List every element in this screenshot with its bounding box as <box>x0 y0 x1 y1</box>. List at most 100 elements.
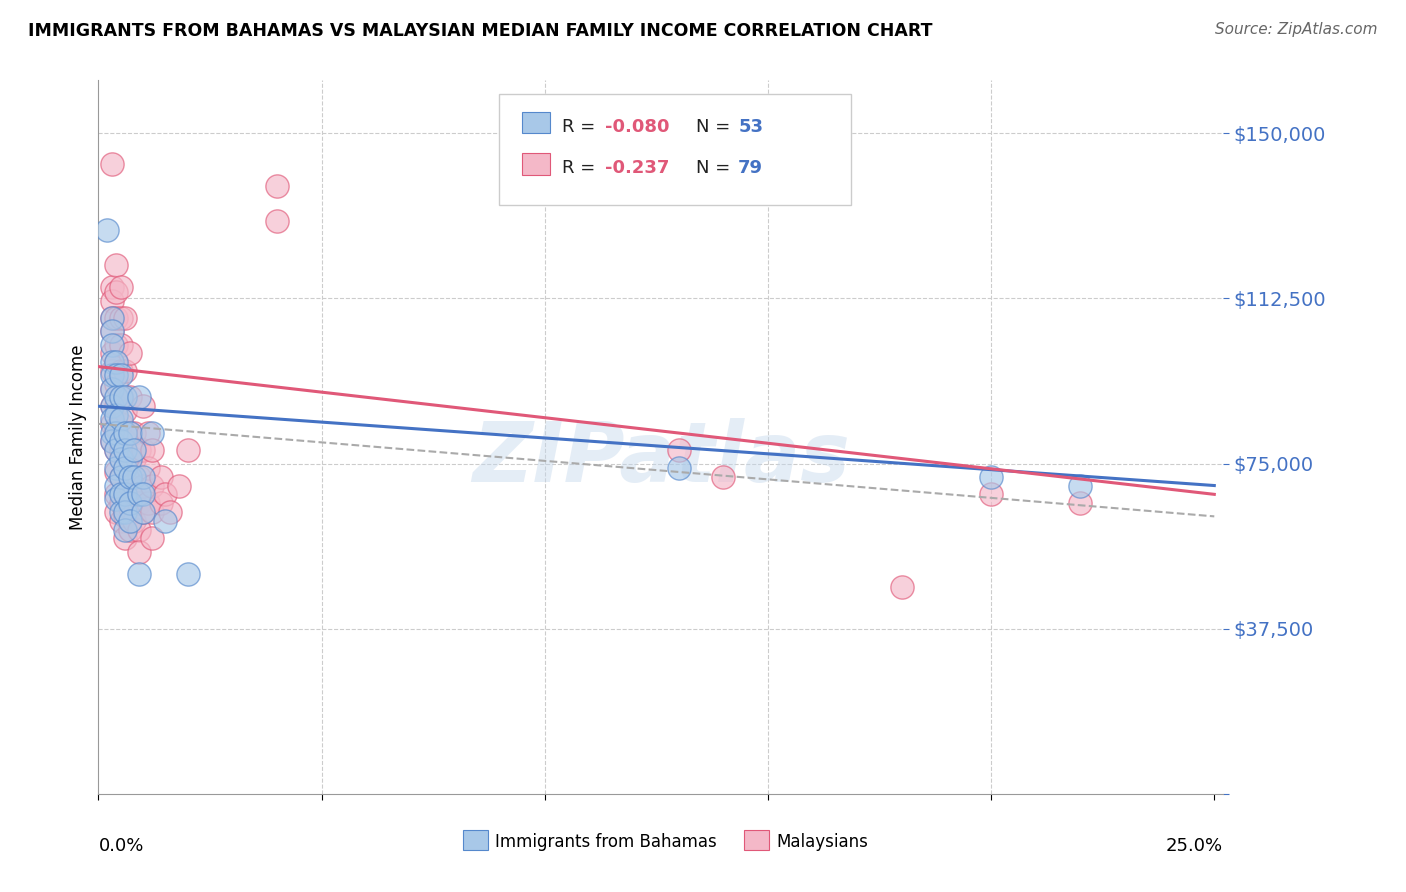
Point <box>101 324 124 338</box>
Point <box>132 478 155 492</box>
Point <box>132 469 155 483</box>
Point <box>101 434 124 449</box>
Point <box>110 469 132 483</box>
Text: R =: R = <box>562 118 602 136</box>
Point <box>159 505 181 519</box>
Point <box>711 469 734 483</box>
Text: -0.237: -0.237 <box>605 159 669 177</box>
Point <box>101 382 124 396</box>
Point <box>105 478 128 492</box>
Point <box>101 293 124 308</box>
Point <box>114 391 136 405</box>
Point <box>105 355 128 369</box>
Point <box>101 399 124 413</box>
Point <box>110 505 132 519</box>
Text: Source: ZipAtlas.com: Source: ZipAtlas.com <box>1215 22 1378 37</box>
Point <box>110 412 132 426</box>
Point <box>110 311 132 326</box>
Point <box>110 337 132 351</box>
Point <box>266 179 288 194</box>
Point <box>101 346 124 360</box>
Point <box>105 466 128 480</box>
Text: Malaysians: Malaysians <box>776 833 868 851</box>
Point <box>167 478 190 492</box>
Point <box>110 417 132 431</box>
Point <box>110 280 132 294</box>
Point <box>105 487 128 501</box>
Point <box>122 469 145 483</box>
Point <box>105 505 128 519</box>
Point <box>668 461 690 475</box>
Point <box>118 500 141 515</box>
Point <box>980 469 1002 483</box>
Point <box>105 491 128 506</box>
Point <box>128 391 150 405</box>
Point <box>128 469 150 483</box>
Point <box>136 425 159 440</box>
Point <box>1069 478 1091 492</box>
Point <box>110 487 132 501</box>
Point <box>101 412 124 426</box>
Point <box>128 443 150 458</box>
Point <box>101 399 124 413</box>
Point <box>110 391 132 405</box>
Point <box>114 434 136 449</box>
Point <box>110 391 132 405</box>
Point <box>105 408 128 422</box>
Point <box>101 382 124 396</box>
Point <box>132 443 155 458</box>
Text: R =: R = <box>562 159 602 177</box>
Point <box>101 157 124 171</box>
Point <box>118 514 141 528</box>
Point <box>114 364 136 378</box>
Point <box>101 364 124 378</box>
Point <box>110 469 132 483</box>
Point <box>118 346 141 360</box>
Point <box>122 425 145 440</box>
Point <box>128 544 150 558</box>
Point <box>128 487 150 501</box>
Point <box>110 452 132 467</box>
Point <box>105 443 128 458</box>
Point <box>101 425 124 440</box>
Point <box>105 355 128 369</box>
Point <box>122 487 145 501</box>
Point <box>114 487 136 501</box>
Point <box>122 452 145 467</box>
Text: N =: N = <box>696 159 735 177</box>
Point <box>118 391 141 405</box>
Point <box>132 487 155 501</box>
Point <box>118 523 141 537</box>
Point <box>110 496 132 510</box>
Point <box>105 443 128 458</box>
Point <box>132 505 155 519</box>
Point <box>122 443 145 458</box>
Point <box>110 514 132 528</box>
Point <box>141 505 163 519</box>
Point <box>110 443 132 458</box>
Point <box>155 514 177 528</box>
Point <box>101 311 124 326</box>
Point <box>101 324 124 338</box>
Point <box>101 355 124 369</box>
Point <box>141 443 163 458</box>
Point <box>128 523 150 537</box>
Point <box>96 223 118 237</box>
Point <box>118 425 141 440</box>
Point <box>176 443 198 458</box>
Point <box>155 487 177 501</box>
Point <box>980 487 1002 501</box>
Point <box>266 214 288 228</box>
Point <box>110 434 132 449</box>
Point <box>114 505 136 519</box>
Point <box>114 523 136 537</box>
Point <box>118 452 141 467</box>
Point <box>105 258 128 272</box>
Text: 0.0%: 0.0% <box>98 837 143 855</box>
Point <box>176 566 198 581</box>
Point <box>136 496 159 510</box>
Point <box>101 337 124 351</box>
Point <box>105 399 128 413</box>
Point <box>101 417 124 431</box>
Point <box>110 364 132 378</box>
